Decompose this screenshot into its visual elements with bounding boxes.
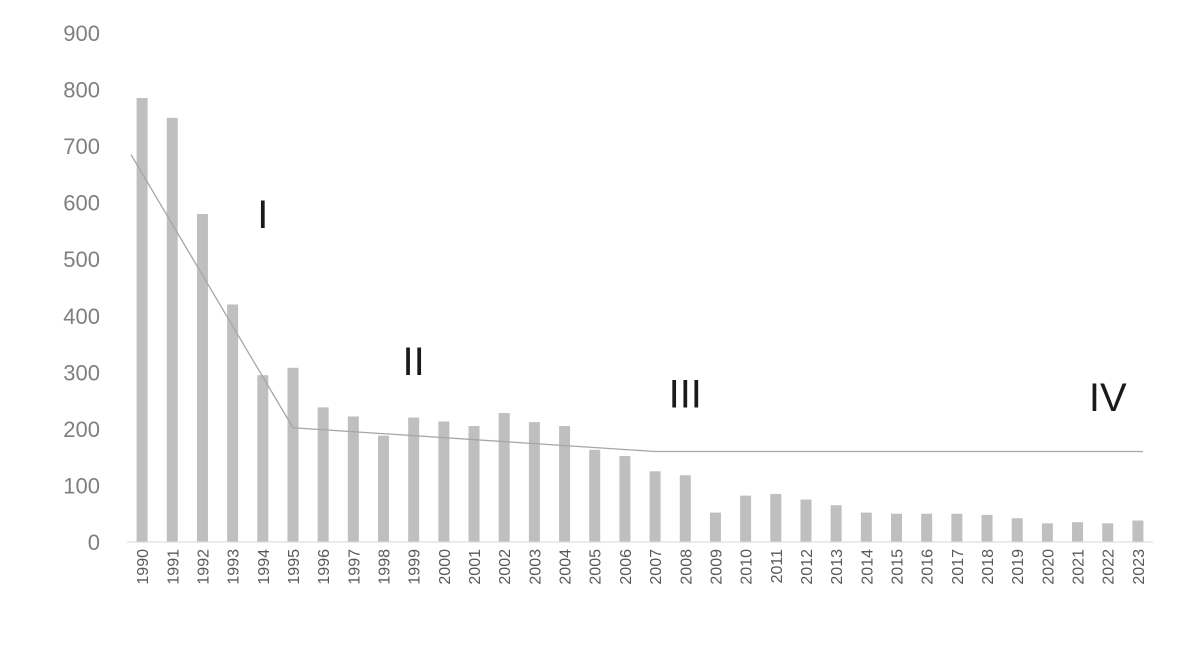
bar <box>709 512 721 542</box>
y-tick-label: 200 <box>63 417 100 442</box>
bar <box>227 304 239 542</box>
x-tick-label: 2008 <box>678 549 695 585</box>
y-tick-label: 300 <box>63 360 100 385</box>
bar <box>498 413 510 542</box>
bar <box>136 98 148 543</box>
bar <box>257 375 269 542</box>
phase-label: II <box>403 340 425 384</box>
bar <box>649 471 661 542</box>
bar <box>438 421 450 542</box>
bar <box>378 435 389 542</box>
x-tick-label: 2010 <box>739 549 756 585</box>
x-tick-label: 2002 <box>497 549 514 585</box>
bars <box>136 98 1144 543</box>
y-tick-label: 400 <box>63 304 100 329</box>
x-tick-label: 2023 <box>1131 549 1148 585</box>
x-tick-label: 2018 <box>980 549 997 585</box>
x-tick-label: 1994 <box>256 549 273 585</box>
phase-label: III <box>669 372 702 416</box>
y-tick-label: 100 <box>63 473 100 498</box>
bar <box>589 449 601 542</box>
x-tick-label: 2016 <box>920 549 937 585</box>
phase-label: I <box>257 193 268 237</box>
bar <box>619 456 631 542</box>
bar <box>830 505 842 542</box>
bar <box>860 512 872 542</box>
bar <box>679 475 691 542</box>
bar <box>166 117 178 542</box>
bar <box>408 417 420 542</box>
x-axis: 1990 1991 1992 1993 1994 1995 1996 1997 1998 1999… <box>135 549 1148 585</box>
x-tick-label: 2009 <box>708 549 725 585</box>
bar <box>921 513 933 542</box>
y-tick-label: 700 <box>63 134 100 159</box>
x-tick-label: 2019 <box>1010 549 1027 585</box>
y-tick-label: 500 <box>63 247 100 272</box>
bar <box>287 367 299 542</box>
x-tick-label: 1995 <box>286 549 303 585</box>
bar <box>891 513 902 542</box>
trend-line <box>130 154 1143 453</box>
x-tick-label: 2006 <box>618 549 635 585</box>
bar <box>770 493 782 542</box>
x-tick-label: 2003 <box>527 549 544 585</box>
x-tick-label: 1997 <box>346 549 363 585</box>
x-tick-label: 1996 <box>316 549 333 585</box>
bar <box>317 407 329 542</box>
x-tick-label: 1990 <box>135 549 152 585</box>
bar <box>1011 518 1023 542</box>
x-tick-label: 2020 <box>1040 549 1057 585</box>
x-tick-label: 2017 <box>950 549 967 585</box>
y-tick-label: 900 <box>63 21 100 46</box>
x-tick-label: 2015 <box>890 549 907 585</box>
bar <box>559 426 571 542</box>
y-tick-label: 800 <box>63 78 100 103</box>
y-tick-label: 600 <box>63 191 100 216</box>
x-tick-label: 2012 <box>799 549 816 585</box>
bar <box>468 426 480 542</box>
x-tick-label: 2021 <box>1071 549 1088 585</box>
x-tick-label: 2000 <box>437 549 454 585</box>
bar <box>1132 520 1144 542</box>
bar <box>1102 523 1114 542</box>
bar <box>1041 523 1053 542</box>
bar <box>347 416 359 542</box>
x-tick-label: 2007 <box>648 549 665 585</box>
bar <box>740 495 752 542</box>
x-tick-label: 1993 <box>226 549 243 585</box>
x-tick-label: 2011 <box>769 549 786 584</box>
x-tick-label: 2013 <box>829 549 846 585</box>
x-tick-label: 1998 <box>377 549 394 585</box>
x-tick-label: 1991 <box>165 549 182 585</box>
bar <box>1072 522 1084 542</box>
bar <box>196 213 208 542</box>
x-tick-label: 2005 <box>588 549 605 585</box>
x-tick-label: 2001 <box>467 549 484 585</box>
y-tick-label: 0 <box>88 530 100 555</box>
bar <box>528 422 540 542</box>
phase-label: IV <box>1089 376 1127 420</box>
bar <box>981 514 993 542</box>
x-tick-label: 1992 <box>195 549 212 585</box>
bar <box>800 499 812 542</box>
x-tick-label: 2004 <box>558 549 575 585</box>
x-tick-label: 2014 <box>859 549 876 585</box>
bar <box>951 513 963 542</box>
y-axis: 0 100 200 300 400 500 600 700 800 900 <box>63 21 100 555</box>
x-tick-label: 2022 <box>1101 549 1118 585</box>
x-tick-label: 1999 <box>407 549 424 585</box>
